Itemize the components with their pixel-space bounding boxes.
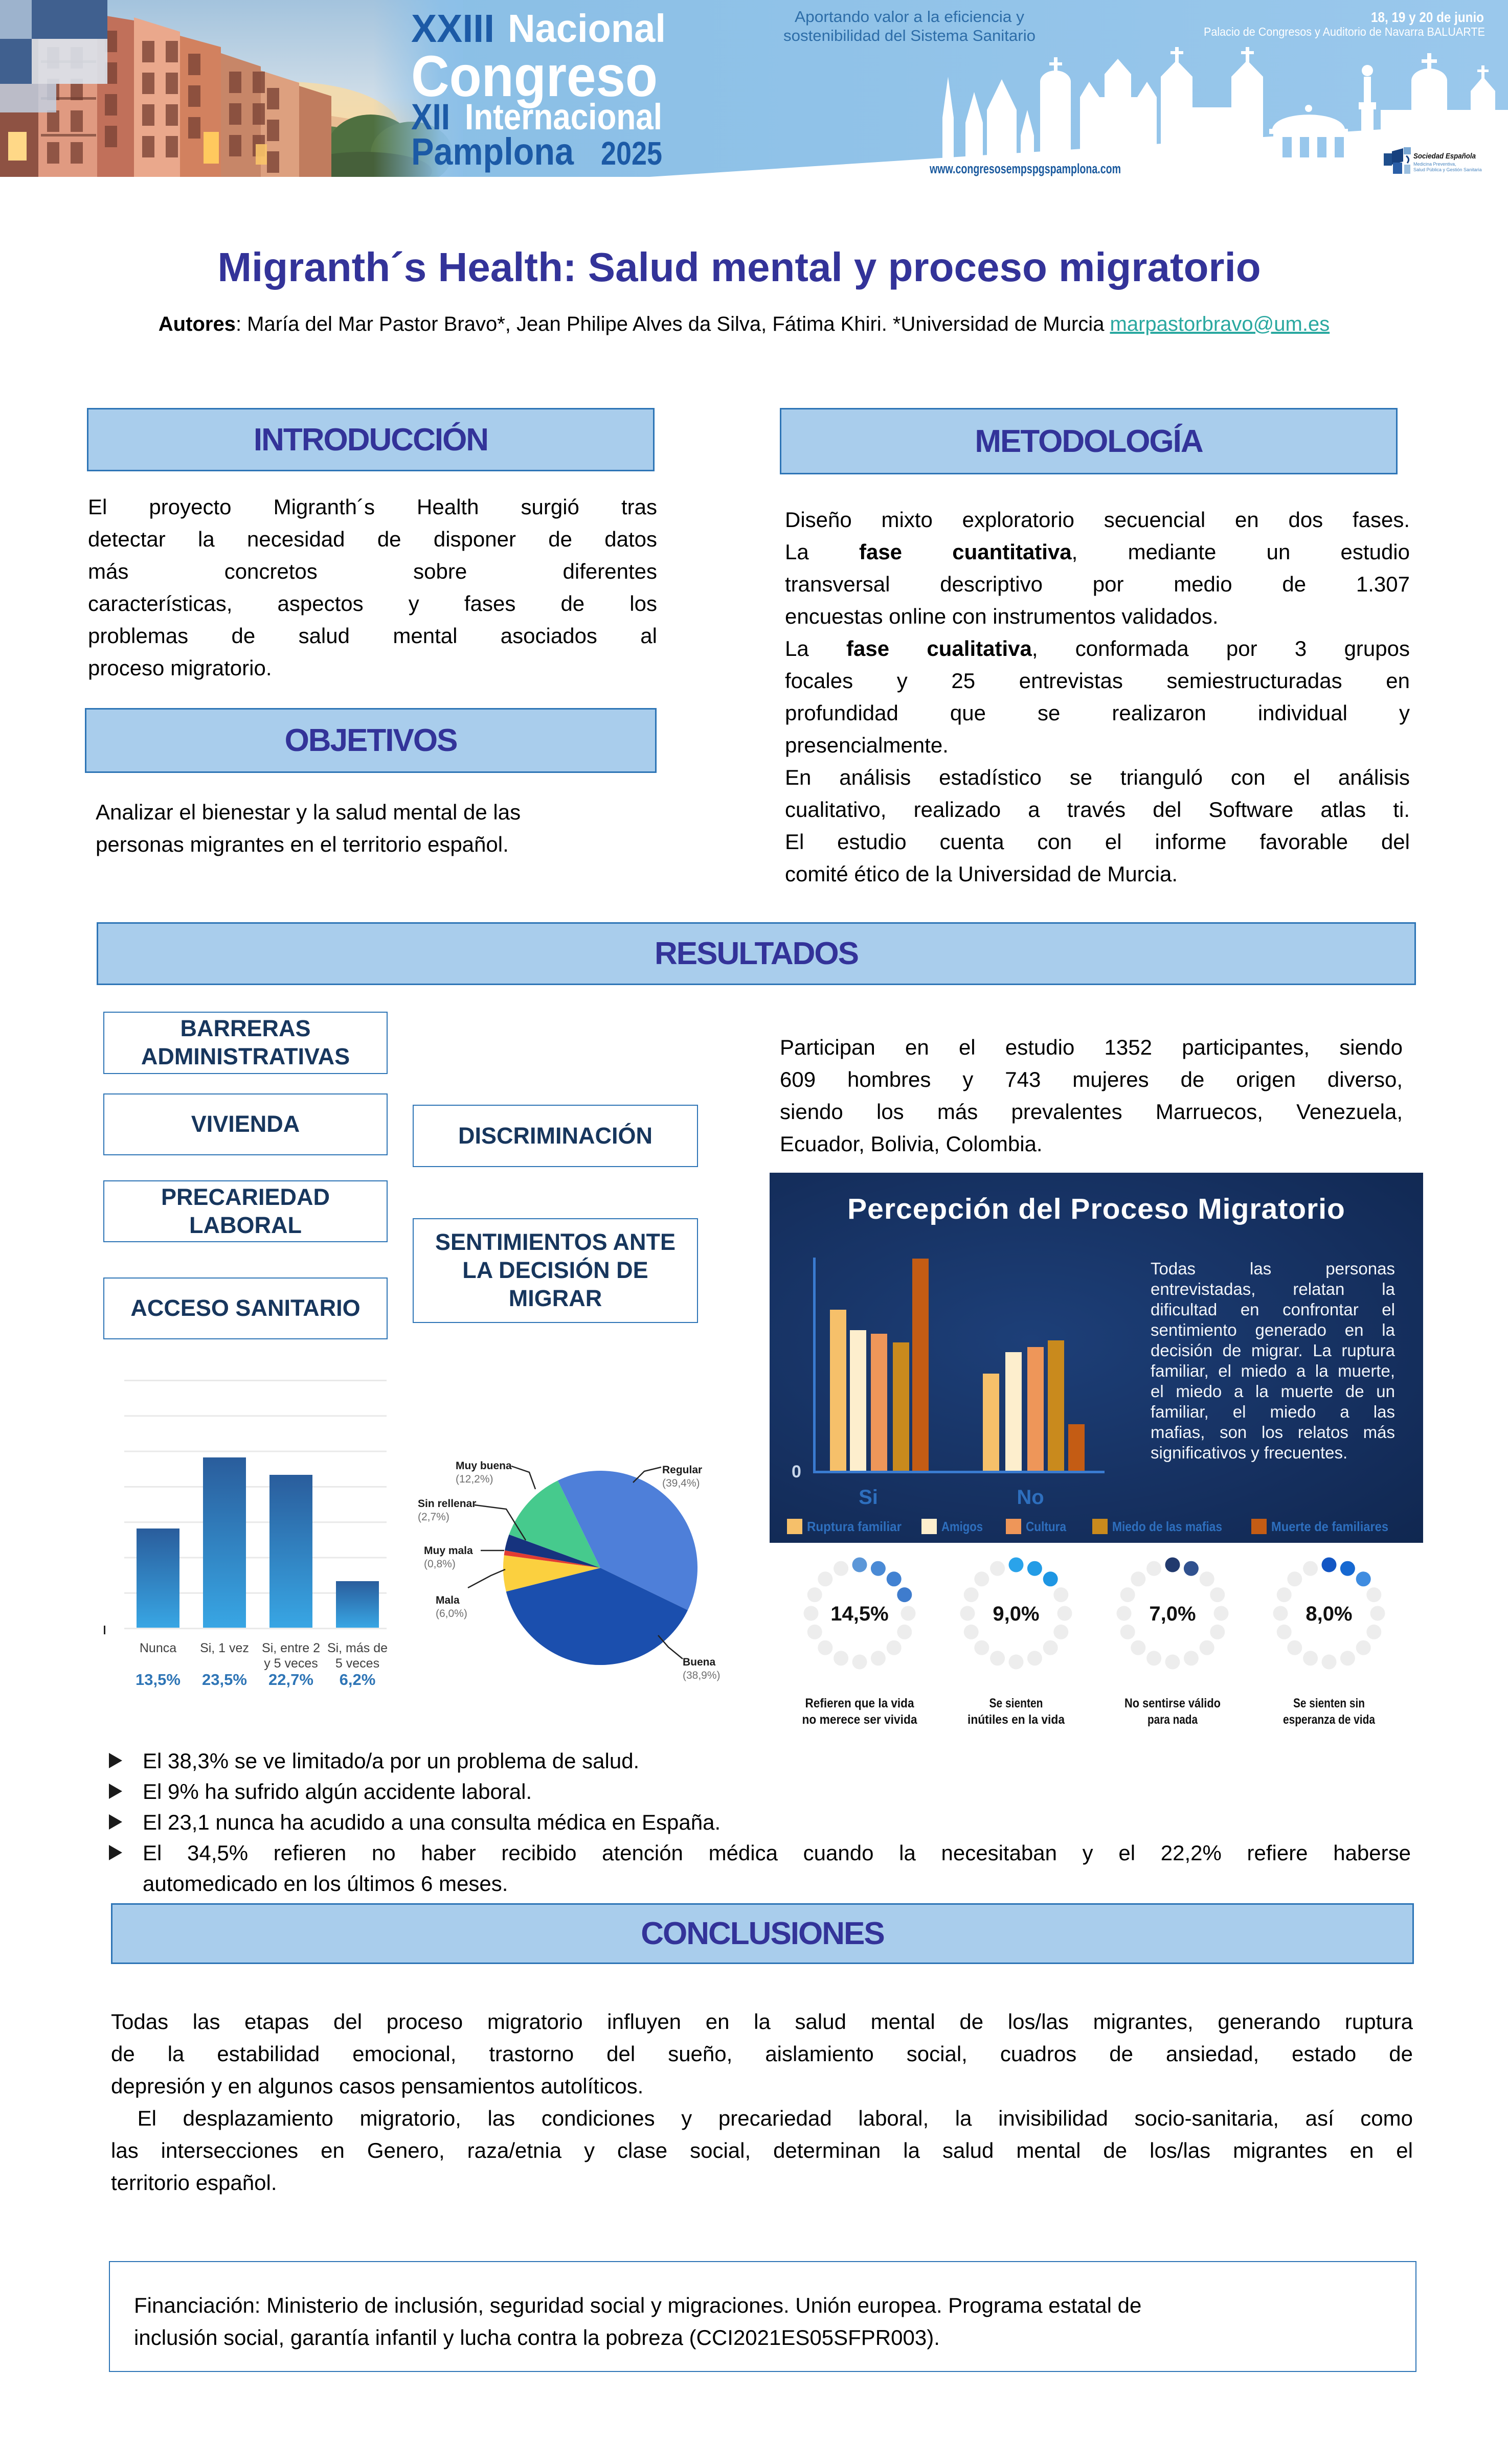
svg-text:No sentirse válido: No sentirse válido: [1124, 1696, 1221, 1710]
svg-text:Nacional: Nacional: [508, 7, 666, 51]
svg-text:0: 0: [792, 1462, 801, 1481]
svg-text:(38,9%): (38,9%): [683, 1670, 721, 1681]
svg-text:23,5%: 23,5%: [202, 1671, 247, 1689]
svg-text:Aportando valor a la eficienci: Aportando valor a la eficiencia y: [795, 8, 1025, 26]
svg-text:(12,2%): (12,2%): [456, 1473, 493, 1485]
svg-text:No: No: [1017, 1486, 1044, 1509]
svg-text:22,7%: 22,7%: [268, 1671, 313, 1689]
svg-text:(0,8%): (0,8%): [424, 1558, 456, 1570]
svg-text:XII: XII: [411, 97, 450, 138]
svg-text:Sin rellenar: Sin rellenar: [418, 1498, 476, 1510]
svg-text:Medicina Preventiva,: Medicina Preventiva,: [1413, 162, 1456, 167]
svg-text:www.congresosempspgspamplona.c: www.congresosempspgspamplona.com: [929, 161, 1121, 176]
svg-text:Mala: Mala: [436, 1594, 460, 1606]
svg-text:5 veces: 5 veces: [335, 1656, 379, 1671]
svg-text:Ruptura familiar: Ruptura familiar: [807, 1519, 902, 1534]
svg-text:sostenibilidad del Sistema San: sostenibilidad del Sistema Sanitario: [783, 27, 1036, 44]
svg-text:18, 19 y 20 de junio: 18, 19 y 20 de junio: [1371, 9, 1484, 25]
svg-text:inútiles en la vida: inútiles en la vida: [967, 1713, 1065, 1727]
svg-text:13,5%: 13,5%: [136, 1671, 181, 1689]
svg-text:Se sienten sin: Se sienten sin: [1293, 1696, 1365, 1710]
svg-text:Se sienten: Se sienten: [989, 1696, 1043, 1710]
svg-text:Congreso: Congreso: [411, 44, 658, 108]
svg-text:(39,4%): (39,4%): [662, 1477, 700, 1489]
svg-text:6,2%: 6,2%: [340, 1671, 376, 1689]
svg-text:Si, entre 2: Si, entre 2: [262, 1641, 320, 1655]
svg-text:Salud Pública y Gestión Sanita: Salud Pública y Gestión Sanitaria: [1413, 167, 1482, 172]
svg-text:Muy buena: Muy buena: [456, 1460, 512, 1472]
svg-text:9,0%: 9,0%: [993, 1603, 1039, 1625]
svg-text:XXIII: XXIII: [411, 7, 494, 51]
svg-text:y 5 veces: y 5 veces: [264, 1656, 318, 1671]
svg-text:Palacio de Congresos y Auditor: Palacio de Congresos y Auditorio de Nava…: [1204, 25, 1485, 38]
svg-text:Miedo de las mafias: Miedo de las mafias: [1112, 1519, 1222, 1534]
svg-text:Muerte de familiares: Muerte de familiares: [1271, 1519, 1388, 1534]
svg-text:Pamplona: Pamplona: [411, 130, 574, 173]
svg-text:esperanza de vida: esperanza de vida: [1283, 1713, 1376, 1727]
svg-text:Si, más de: Si, más de: [327, 1641, 388, 1655]
svg-text:Muy mala: Muy mala: [424, 1545, 473, 1557]
svg-text:7,0%: 7,0%: [1149, 1603, 1196, 1625]
svg-text:Si: Si: [859, 1486, 878, 1509]
svg-text:Cultura: Cultura: [1026, 1519, 1066, 1534]
svg-text:Nunca: Nunca: [140, 1641, 176, 1655]
svg-text:no merece ser vivida: no merece ser vivida: [802, 1713, 918, 1727]
svg-text:para nada: para nada: [1147, 1713, 1198, 1727]
svg-text:Internacional: Internacional: [465, 97, 662, 138]
svg-text:Amigos: Amigos: [941, 1519, 983, 1534]
svg-text:(2,7%): (2,7%): [418, 1511, 449, 1523]
svg-text:2025: 2025: [601, 135, 662, 172]
svg-text:Regular: Regular: [662, 1464, 702, 1476]
svg-text:Sociedad Española: Sociedad Española: [1413, 152, 1476, 161]
svg-text:Refieren que la vida: Refieren que la vida: [805, 1696, 915, 1710]
svg-text:Buena: Buena: [683, 1656, 716, 1668]
svg-text:14,5%: 14,5%: [830, 1603, 888, 1625]
svg-text:Si, 1 vez: Si, 1 vez: [200, 1641, 249, 1655]
svg-text:8,0%: 8,0%: [1306, 1603, 1352, 1625]
svg-text:(6,0%): (6,0%): [436, 1608, 467, 1619]
